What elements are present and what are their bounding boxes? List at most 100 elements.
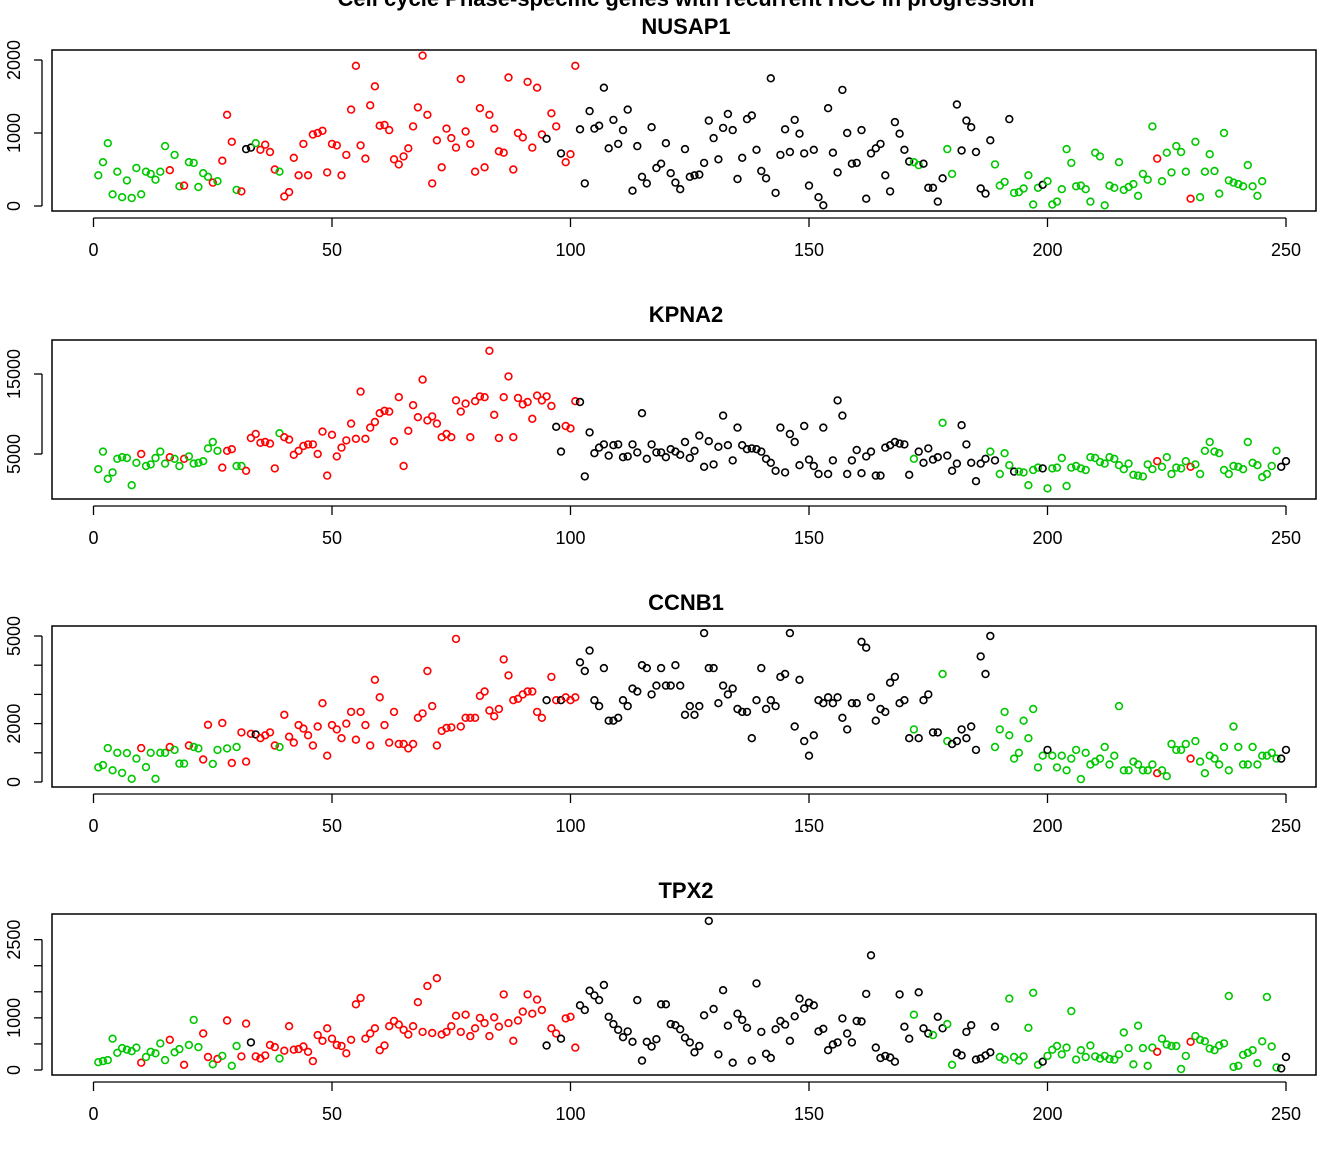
data-point (885, 678, 895, 687)
data-point (575, 1001, 585, 1010)
y-tick-label: 1000 (4, 998, 24, 1038)
data-point (246, 729, 256, 738)
data-point (752, 145, 761, 155)
data-point (141, 461, 151, 471)
data-point (1200, 446, 1210, 455)
data-point (442, 1027, 451, 1037)
data-point (823, 693, 833, 702)
data-point (351, 1000, 361, 1009)
data-point (308, 1056, 318, 1066)
data-point (680, 144, 690, 154)
data-point (1086, 197, 1095, 206)
data-point (165, 453, 175, 462)
data-point (838, 411, 847, 420)
data-point (747, 444, 756, 453)
data-point (623, 105, 632, 114)
data-point (189, 1015, 198, 1025)
data-point (957, 421, 966, 430)
data-point (532, 83, 542, 92)
data-point (551, 695, 561, 705)
data-point (866, 149, 876, 158)
data-point (990, 456, 1000, 465)
data-point (108, 190, 117, 199)
data-point (127, 193, 136, 203)
data-point (580, 1005, 589, 1015)
data-point (156, 447, 165, 456)
data-point (408, 1021, 418, 1031)
data-point (475, 392, 485, 401)
data-point (1133, 1021, 1143, 1030)
data-point (1214, 1041, 1224, 1050)
data-point (1105, 181, 1114, 190)
data-point (351, 61, 361, 71)
data-point (1005, 994, 1014, 1003)
data-point (599, 440, 609, 449)
data-point (1081, 465, 1090, 475)
data-point (1038, 751, 1047, 760)
data-point (542, 134, 551, 144)
data-point (1000, 449, 1009, 458)
data-point (1019, 1052, 1028, 1061)
data-point (94, 171, 103, 180)
data-point (618, 1032, 628, 1042)
data-point (971, 147, 981, 157)
data-point (1224, 991, 1234, 1001)
data-point (1143, 175, 1152, 184)
data-point (208, 1060, 218, 1069)
data-point (861, 452, 871, 461)
data-point (342, 719, 351, 728)
data-point (222, 744, 232, 753)
data-point (986, 447, 995, 456)
data-point (661, 139, 671, 148)
data-point (656, 663, 666, 673)
data-point (1081, 1052, 1090, 1062)
panel-title: KPNA2 (649, 302, 724, 327)
data-point (1095, 152, 1105, 161)
data-point (218, 156, 227, 165)
data-point (1229, 1062, 1238, 1072)
data-point (227, 137, 237, 147)
data-point (695, 701, 704, 711)
data-point (308, 440, 318, 449)
data-point (184, 452, 194, 461)
data-point (385, 407, 394, 416)
data-point (227, 758, 237, 768)
data-point (1238, 1050, 1248, 1060)
data-point (924, 183, 933, 193)
data-point (628, 186, 637, 195)
data-point (470, 167, 480, 176)
data-point (151, 453, 160, 463)
data-point (981, 454, 990, 463)
data-point (962, 116, 971, 125)
y-tick-label: 15000 (4, 349, 24, 399)
data-point (179, 1060, 189, 1070)
data-point (423, 416, 432, 425)
data-point (819, 698, 828, 708)
data-point (1067, 1006, 1076, 1016)
data-point (146, 1047, 155, 1057)
plot-frame (51, 339, 1317, 500)
data-point (404, 144, 413, 153)
data-point (1057, 1050, 1067, 1059)
data-point (1234, 179, 1243, 189)
data-point (127, 481, 136, 490)
data-point (594, 995, 604, 1005)
data-point (795, 675, 804, 684)
data-point (661, 453, 671, 462)
data-point (528, 1009, 537, 1018)
data-point (504, 671, 513, 680)
data-point (1100, 201, 1109, 210)
data-point (1200, 167, 1210, 176)
data-point (98, 760, 108, 770)
data-point (718, 985, 728, 995)
data-point (1224, 176, 1234, 185)
data-point (313, 722, 322, 731)
data-point (718, 411, 728, 420)
data-point (1276, 1064, 1286, 1073)
data-point (747, 111, 756, 120)
data-point (771, 188, 780, 198)
data-point (203, 172, 213, 182)
data-point (1143, 460, 1152, 469)
data-point (1248, 182, 1257, 191)
data-point (809, 1001, 818, 1010)
